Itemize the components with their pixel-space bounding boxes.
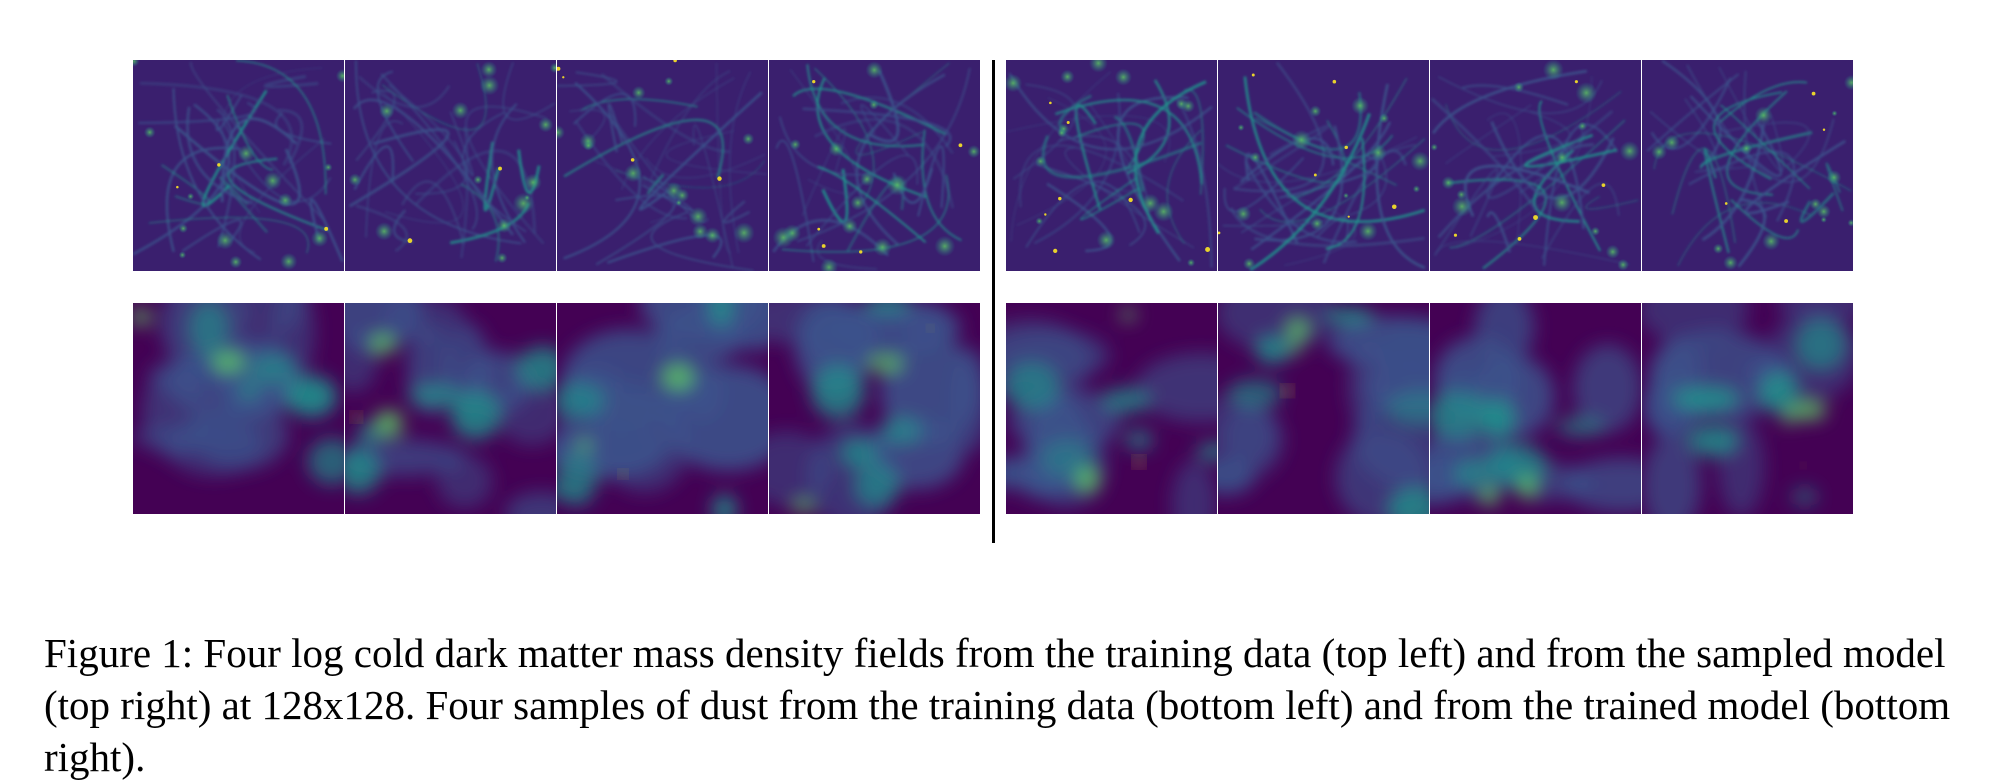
dust-training-data-tile-2 [345,303,556,514]
dust-trained-model-tile-3 [1430,303,1641,514]
dust-training-data-tile-3 [557,303,768,514]
cdm-training-data-tile-4 [769,60,980,271]
panel-divider [992,60,995,543]
dust-training-data-tile-4 [769,303,980,514]
dust-trained-model-tile-4 [1642,303,1853,514]
cdm-sampled-model-tile-2 [1218,60,1429,271]
dust-training-data-tile-1 [133,303,344,514]
figure-caption: Figure 1: Four log cold dark matter mass… [44,630,1951,780]
cdm-sampled-model-tile-1 [1006,60,1217,271]
cdm-training-data-tile-3 [557,60,768,271]
cdm-sampled-model-tile-4 [1642,60,1853,271]
dust-trained-model-tile-1 [1006,303,1217,514]
cdm-training-data-tile-2 [345,60,556,271]
dust-trained-model-tile-2 [1218,303,1429,514]
cdm-training-data-tile-1 [133,60,344,271]
cdm-sampled-model-tile-3 [1430,60,1641,271]
figure-panels [133,60,1853,543]
